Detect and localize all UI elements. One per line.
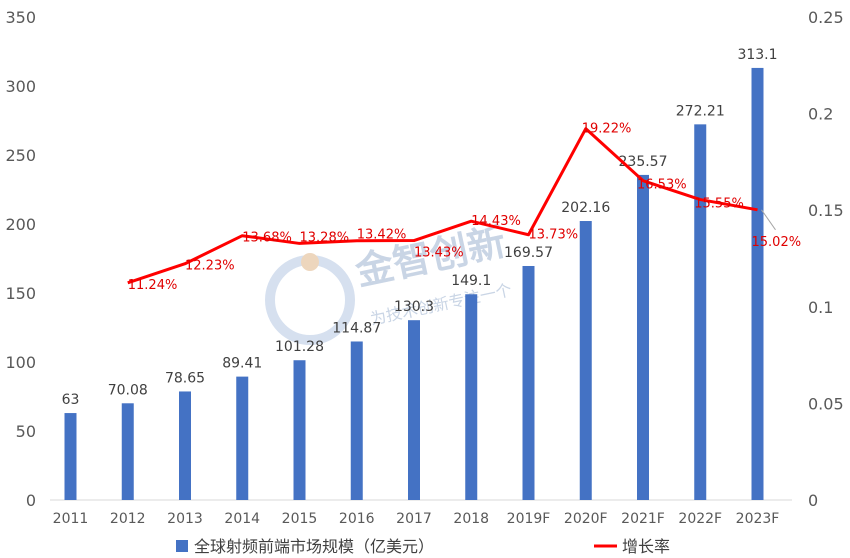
growth-rate-line (127, 127, 758, 285)
bar-value-label: 272.21 (676, 103, 725, 119)
bar (350, 341, 363, 500)
x-tick-label: 2017 (396, 511, 432, 527)
label-leader-line (761, 209, 776, 231)
bar-value-label: 89.41 (222, 356, 262, 372)
y-right-tick-label: 0.05 (808, 394, 844, 413)
bar-value-label: 130.3 (394, 299, 434, 315)
bar-value-label: 114.87 (332, 320, 381, 336)
bar-value-label: 63 (62, 392, 80, 408)
bar-series (64, 67, 764, 501)
bar (408, 320, 420, 500)
x-tick-label: 2014 (224, 511, 260, 527)
bar (694, 124, 707, 501)
bar (64, 413, 77, 500)
y-right-tick-label: 0.2 (808, 105, 833, 124)
line-series (127, 127, 758, 285)
x-tick-label: 2012 (110, 511, 146, 527)
rate-value-label: 13.42% (357, 228, 407, 243)
y-right-tick-label: 0.25 (808, 8, 844, 27)
bar-value-label: 78.65 (165, 370, 205, 386)
rate-value-label: 19.22% (582, 122, 632, 137)
y-left-tick-label: 250 (5, 146, 36, 165)
y-axis-left: 0 50 100 150 200 250 300 350 (5, 8, 36, 510)
rate-value-label: 11.24% (128, 278, 178, 293)
y-right-tick-label: 0 (808, 491, 818, 510)
y-left-tick-label: 100 (5, 353, 36, 372)
bar-value-label: 101.28 (275, 339, 324, 355)
watermark-logo-icon (265, 253, 355, 345)
x-tick-label: 2018 (453, 511, 489, 527)
x-axis-ticks: 2011 2012 2013 2014 2015 2016 2017 2018 2019F 202… (53, 511, 780, 527)
y-right-tick-label: 0.15 (808, 201, 844, 220)
x-tick-label: 2022F (678, 511, 722, 527)
rate-value-label: 13.43% (414, 246, 464, 261)
y-left-tick-label: 0 (26, 491, 36, 510)
bar (522, 265, 535, 500)
rate-value-label: 12.23% (185, 259, 235, 274)
bar-labels: 63 70.08 78.65 89.41 101.28 114.87 130.3 149.1 1… (62, 47, 778, 408)
bar-value-label: 169.57 (504, 245, 553, 261)
rate-value-label: 15.55% (694, 197, 744, 212)
x-tick-label: 2019F (507, 511, 551, 527)
bar (121, 403, 134, 500)
y-left-tick-label: 50 (16, 422, 36, 441)
rate-value-label: 13.73% (529, 228, 579, 243)
rate-value-label: 15.02% (752, 235, 802, 250)
x-tick-label: 2016 (339, 511, 375, 527)
x-tick-label: 2015 (282, 511, 318, 527)
y-right-tick-label: 0.1 (808, 298, 833, 317)
y-left-tick-label: 200 (5, 215, 36, 234)
x-tick-label: 2021F (621, 511, 665, 527)
bar-value-label: 149.1 (451, 273, 491, 289)
bar (637, 174, 649, 501)
bar-value-label: 70.08 (108, 382, 148, 398)
rate-labels: 11.24% 12.23% 13.68% 13.28% 13.42% 13.43% 14.4… (128, 122, 801, 293)
bar-value-label: 313.1 (737, 47, 777, 63)
bar-value-label: 235.57 (619, 154, 668, 170)
legend-bar-label: 全球射频前端市场规模（亿美元） (194, 537, 434, 556)
rate-value-label: 16.53% (637, 178, 687, 193)
y-left-tick-label: 300 (5, 77, 36, 96)
bar (751, 67, 764, 500)
y-axis-right: 0 0.05 0.1 0.15 0.2 0.25 (808, 8, 844, 510)
bar (465, 294, 478, 500)
legend: 全球射频前端市场规模（亿美元） 增长率 (176, 537, 670, 556)
bar (179, 391, 191, 500)
bar (579, 221, 592, 500)
bar (293, 360, 306, 500)
y-left-tick-label: 150 (5, 284, 36, 303)
rate-value-label: 13.68% (242, 231, 292, 246)
bar (236, 376, 249, 500)
x-tick-label: 2013 (167, 511, 203, 527)
legend-line-label: 增长率 (622, 537, 670, 556)
legend-bar-swatch (176, 540, 188, 552)
x-tick-label: 2011 (53, 511, 89, 527)
x-tick-label: 2020F (564, 511, 608, 527)
rate-value-label: 14.43% (471, 214, 521, 229)
y-left-tick-label: 350 (5, 8, 36, 27)
rate-value-label: 13.28% (300, 230, 350, 245)
x-tick-label: 2023F (736, 511, 780, 527)
bar-value-label: 202.16 (561, 200, 610, 216)
